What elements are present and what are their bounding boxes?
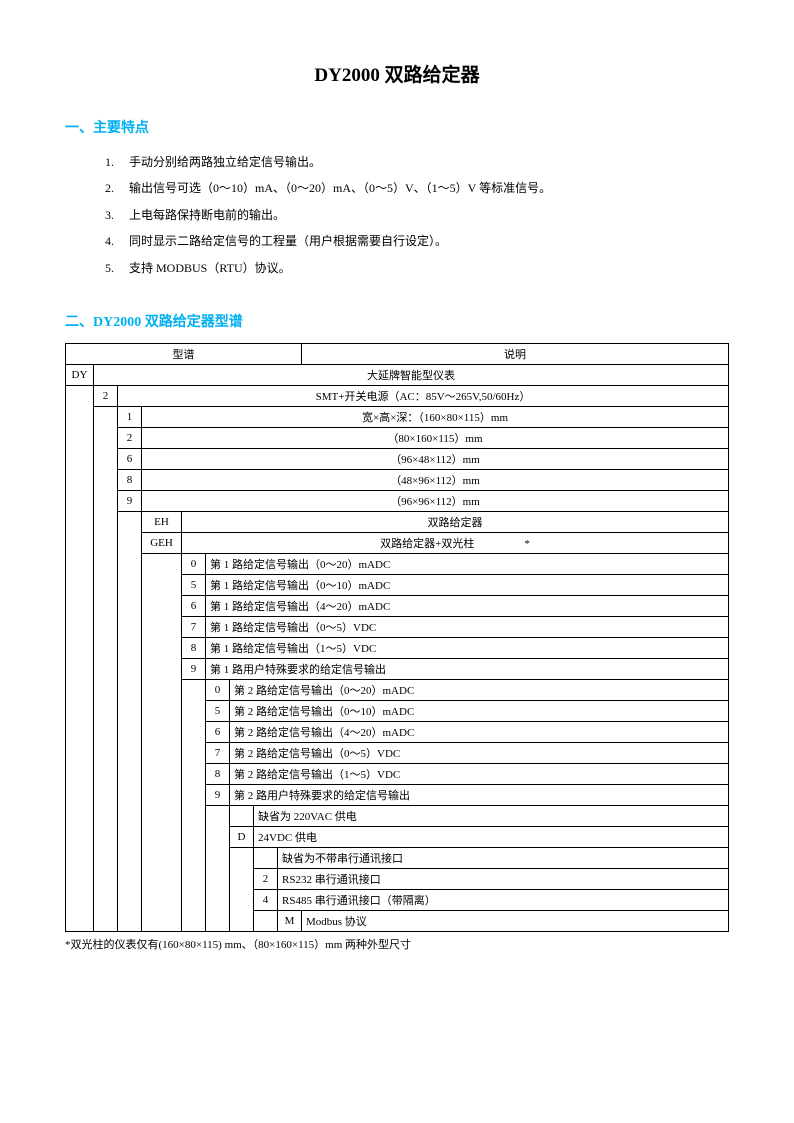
code-cell: 7 xyxy=(206,742,230,763)
desc-cell: RS485 串行通讯接口（带隔离） xyxy=(278,889,729,910)
code-cell: EH xyxy=(142,511,182,532)
table-row: 6 （96×48×112）mm xyxy=(66,448,729,469)
desc-cell: 双路给定器+双光柱* xyxy=(182,532,729,553)
desc-cell: 第 2 路给定信号输出（0～20）mADC xyxy=(230,679,729,700)
feature-text: 支持 MODBUS（RTU）协议。 xyxy=(129,261,291,275)
desc-cell: 大延牌智能型仪表 xyxy=(94,364,729,385)
desc-cell: 宽×高×深：（160×80×115）mm xyxy=(142,406,729,427)
code-cell: 8 xyxy=(182,637,206,658)
code-cell: 7 xyxy=(182,616,206,637)
feature-text: 手动分别给两路独立给定信号输出。 xyxy=(129,155,321,169)
code-cell: DY xyxy=(66,364,94,385)
code-cell: 9 xyxy=(118,490,142,511)
code-cell xyxy=(254,847,278,868)
code-cell: 8 xyxy=(206,763,230,784)
page-title: DY2000 双路给定器 xyxy=(65,60,729,87)
feature-list: 1.手动分别给两路独立给定信号输出。 2.输出信号可选（0～10）mA、（0～2… xyxy=(105,149,729,281)
footnote: *双光柱的仪表仅有(160×80×115) mm、（80×160×115）mm … xyxy=(65,936,729,952)
table-row: 1 宽×高×深：（160×80×115）mm xyxy=(66,406,729,427)
desc-cell: （80×160×115）mm xyxy=(142,427,729,448)
spec-table: 型谱 说明 DY 大延牌智能型仪表 2 SMT+开关电源（AC：85V～265V… xyxy=(65,343,729,932)
table-row: 2 SMT+开关电源（AC：85V～265V,50/60Hz） xyxy=(66,385,729,406)
desc-cell: （96×96×112）mm xyxy=(142,490,729,511)
code-cell: M xyxy=(278,910,302,931)
table-row: 9 （96×96×112）mm xyxy=(66,490,729,511)
code-cell: 9 xyxy=(206,784,230,805)
code-cell: 6 xyxy=(182,595,206,616)
desc-cell: 第 1 路给定信号输出（0～10）mADC xyxy=(206,574,729,595)
code-cell xyxy=(230,805,254,826)
table-row: 8 （48×96×112）mm xyxy=(66,469,729,490)
code-cell: 1 xyxy=(118,406,142,427)
desc-cell: 第 2 路给定信号输出（4～20）mADC xyxy=(230,721,729,742)
th-desc: 说明 xyxy=(302,343,729,364)
desc-cell: 第 1 路给定信号输出（1～5）VDC xyxy=(206,637,729,658)
table-row: DY 大延牌智能型仪表 xyxy=(66,364,729,385)
feature-text: 输出信号可选（0～10）mA、（0～20）mA、（0～5）V、（1～5）V 等标… xyxy=(129,181,551,195)
desc-cell: 第 1 路用户特殊要求的给定信号输出 xyxy=(206,658,729,679)
code-cell: 2 xyxy=(254,868,278,889)
table-row: 2 （80×160×115）mm xyxy=(66,427,729,448)
desc-cell: （96×48×112）mm xyxy=(142,448,729,469)
code-cell: D xyxy=(230,826,254,847)
desc-cell: 缺省为 220VAC 供电 xyxy=(254,805,729,826)
desc-cell: SMT+开关电源（AC：85V～265V,50/60Hz） xyxy=(118,385,729,406)
section1-header: 一、主要特点 xyxy=(65,117,729,137)
code-cell: 5 xyxy=(206,700,230,721)
code-cell: 8 xyxy=(118,469,142,490)
desc-cell: Modbus 协议 xyxy=(302,910,729,931)
desc-cell: 第 2 路用户特殊要求的给定信号输出 xyxy=(230,784,729,805)
desc-cell: 第 1 路给定信号输出（4～20）mADC xyxy=(206,595,729,616)
section2-header: 二、DY2000 双路给定器型谱 xyxy=(65,311,729,331)
table-row: 0 第 1 路给定信号输出（0～20）mADC xyxy=(66,553,729,574)
feature-item: 2.输出信号可选（0～10）mA、（0～20）mA、（0～5）V、（1～5）V … xyxy=(105,175,729,201)
desc-cell: 双路给定器 xyxy=(182,511,729,532)
feature-item: 1.手动分别给两路独立给定信号输出。 xyxy=(105,149,729,175)
table-row: EH 双路给定器 xyxy=(66,511,729,532)
code-cell: GEH xyxy=(142,532,182,553)
code-cell: 4 xyxy=(254,889,278,910)
desc-cell: （48×96×112）mm xyxy=(142,469,729,490)
code-cell: 6 xyxy=(206,721,230,742)
code-cell: 6 xyxy=(118,448,142,469)
feature-text: 上电每路保持断电前的输出。 xyxy=(129,208,285,222)
desc-cell: 第 2 路给定信号输出（1～5）VDC xyxy=(230,763,729,784)
desc-cell: 24VDC 供电 xyxy=(254,826,729,847)
feature-text: 同时显示二路给定信号的工程量（用户根据需要自行设定）。 xyxy=(129,234,447,248)
code-cell: 2 xyxy=(118,427,142,448)
code-cell: 0 xyxy=(182,553,206,574)
feature-item: 4.同时显示二路给定信号的工程量（用户根据需要自行设定）。 xyxy=(105,228,729,254)
desc-cell: 第 2 路给定信号输出（0～5）VDC xyxy=(230,742,729,763)
desc-cell: 第 1 路给定信号输出（0～5）VDC xyxy=(206,616,729,637)
desc-cell: 第 2 路给定信号输出（0～10）mADC xyxy=(230,700,729,721)
code-cell: 2 xyxy=(94,385,118,406)
th-model: 型谱 xyxy=(66,343,302,364)
code-cell: 0 xyxy=(206,679,230,700)
desc-cell: 缺省为不带串行通讯接口 xyxy=(278,847,729,868)
table-row: 型谱 说明 xyxy=(66,343,729,364)
desc-cell: 第 1 路给定信号输出（0～20）mADC xyxy=(206,553,729,574)
code-cell: 9 xyxy=(182,658,206,679)
code-cell: 5 xyxy=(182,574,206,595)
table-row: GEH 双路给定器+双光柱* xyxy=(66,532,729,553)
feature-item: 3.上电每路保持断电前的输出。 xyxy=(105,202,729,228)
desc-cell: RS232 串行通讯接口 xyxy=(278,868,729,889)
feature-item: 5.支持 MODBUS（RTU）协议。 xyxy=(105,255,729,281)
